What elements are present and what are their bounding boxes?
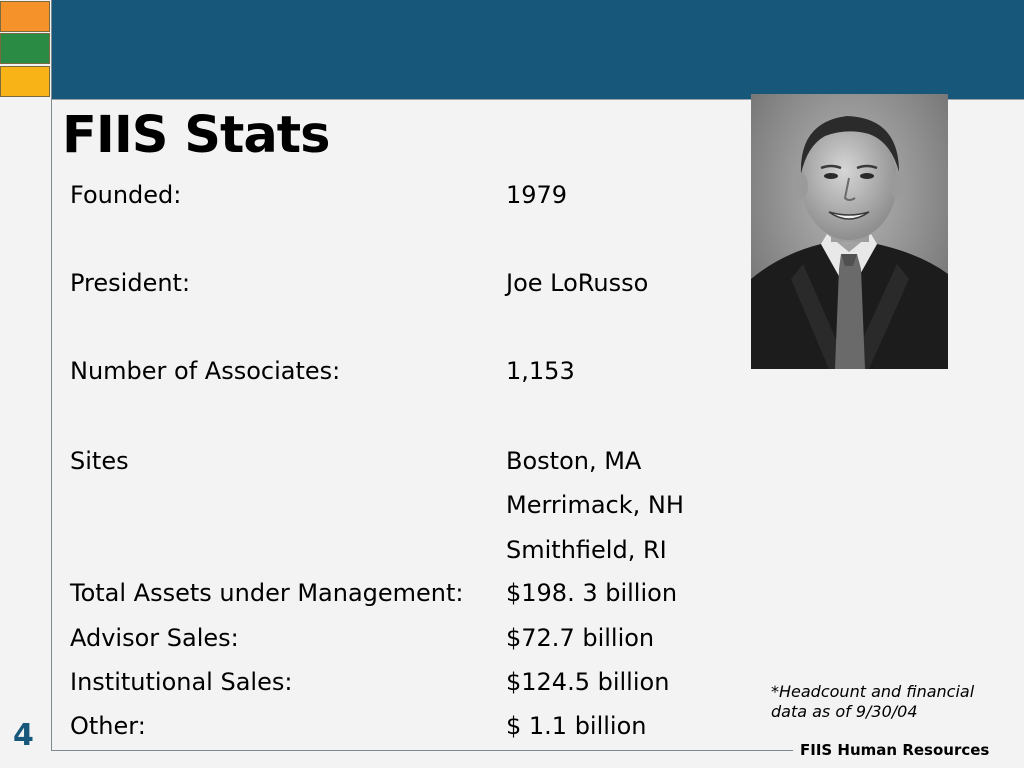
stat-value: 1,153 [506,357,575,385]
stat-label: Number of Associates: [70,357,341,385]
footnote-line: data as of 9/30/04 [771,702,918,721]
portrait-photo [751,94,948,369]
header-bar [52,0,1024,99]
stat-value: $ 1.1 billion [506,712,647,740]
stat-label: Sites [70,447,129,475]
footer-brand: FIIS Human Resources [800,741,990,759]
portrait-illustration [751,94,948,369]
stat-label: President: [70,269,191,297]
slide-title: FIIS Stats [62,106,331,165]
stat-value: Joe LoRusso [506,269,649,297]
page-number: 4 [13,718,34,753]
orange-square-decoration [0,1,50,32]
stat-value: $198. 3 billion [506,579,678,607]
stat-value: Smithfield, RI [506,536,667,564]
stat-label: Founded: [70,181,182,209]
stat-value: $124.5 billion [506,668,670,696]
stat-label: Institutional Sales: [70,668,293,696]
stat-label: Advisor Sales: [70,624,239,652]
stat-value: Boston, MA [506,447,642,475]
stat-label: Other: [70,712,146,740]
stat-value: $72.7 billion [506,624,655,652]
footer-divider [51,750,793,751]
yellow-square-decoration [0,66,50,97]
footnote-line: *Headcount and financial [771,682,975,701]
left-divider [51,0,52,750]
footnote: *Headcount and financial data as of 9/30… [771,682,1011,722]
header-divider [52,99,1024,100]
stat-value: Merrimack, NH [506,491,684,519]
stat-label: Total Assets under Management: [70,579,464,607]
green-square-decoration [0,33,50,64]
stat-value: 1979 [506,181,568,209]
